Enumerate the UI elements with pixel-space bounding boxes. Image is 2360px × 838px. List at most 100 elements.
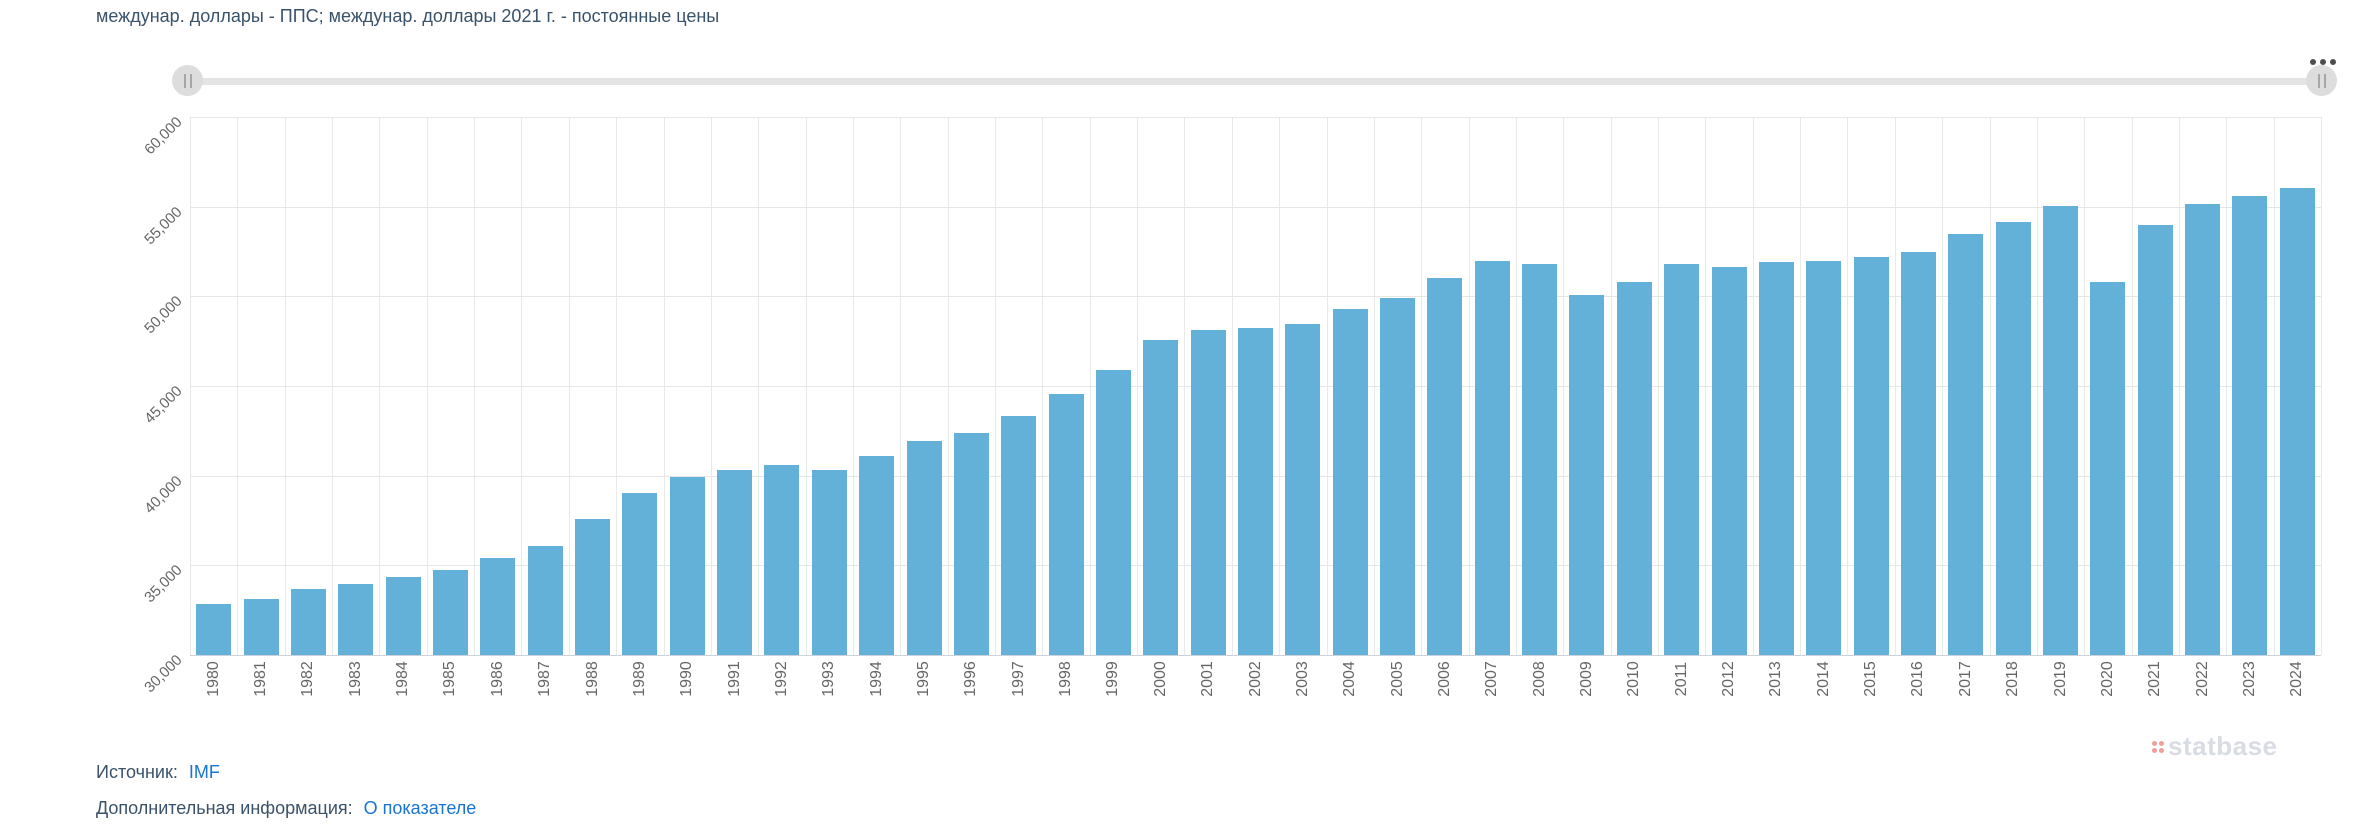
ellipsis-icon [2330,59,2336,65]
bar-2001[interactable] [1190,330,1226,655]
x-tick-label: 1986 [488,661,506,697]
bar-2005[interactable] [1380,298,1416,655]
bar-2020[interactable] [2090,281,2126,655]
ellipsis-icon [2310,59,2316,65]
x-tick-label: 2024 [2288,661,2306,697]
bar-1989[interactable] [622,492,658,655]
bar-2019[interactable] [2043,205,2079,655]
x-tick-label: 2009 [1577,661,1595,697]
bar-2006[interactable] [1427,278,1463,655]
x-tick-label: 1990 [678,661,696,697]
x-gridline [2321,117,2322,655]
x-tick-label: 1991 [725,661,743,697]
x-tick-label: 2014 [1814,661,1832,697]
bar-2003[interactable] [1285,324,1321,655]
bar-2000[interactable] [1143,340,1179,655]
bar-2012[interactable] [1711,266,1747,655]
bar-1994[interactable] [859,455,895,655]
x-tick-label: 1984 [394,661,412,697]
x-tick-label: 2020 [2098,661,2116,697]
watermark-text: statbase [2168,731,2278,761]
bar-2008[interactable] [1522,264,1558,655]
x-tick-label: 1981 [252,661,270,697]
bar-1985[interactable] [432,569,468,655]
x-tick-label: 1999 [1104,661,1122,697]
bar-1986[interactable] [480,558,516,655]
bar-2002[interactable] [1238,327,1273,655]
bar-2017[interactable] [1948,233,1984,655]
bar-1992[interactable] [764,464,800,655]
bar-1997[interactable] [1001,416,1037,655]
x-tick-label: 1985 [441,661,459,697]
bar-2021[interactable] [2137,224,2173,655]
drag-handle-icon [2323,73,2326,88]
x-tick-label: 1997 [1009,661,1027,697]
info-line: Дополнительная информация: О показателе [96,798,476,819]
y-tick-label: 35,000 [141,561,186,607]
bar-1988[interactable] [575,518,611,655]
range-slider-right-handle[interactable] [2306,65,2337,96]
x-tick-label: 1994 [867,661,885,697]
bar-2024[interactable] [2279,187,2315,655]
bar-1993[interactable] [811,470,847,655]
x-tick-label: 2017 [1956,661,1974,697]
bar-2022[interactable] [2185,203,2221,655]
bar-2011[interactable] [1664,264,1700,655]
bar-2013[interactable] [1758,262,1794,655]
bar-1995[interactable] [906,440,942,655]
x-tick-label: 1988 [583,661,601,697]
bar-1996[interactable] [953,432,989,655]
x-tick-label: 2012 [1720,661,1738,697]
drag-handle-icon [2317,73,2320,88]
bar-1984[interactable] [385,576,421,655]
range-slider-left-handle[interactable] [172,65,203,96]
bar-1980[interactable] [196,603,232,655]
drag-handle-icon [189,73,192,88]
x-tick-label: 2000 [1151,661,1169,697]
x-tick-label: 2015 [1862,661,1880,697]
context-menu-button[interactable] [2308,57,2338,67]
x-tick-label: 2019 [2051,661,2069,697]
bar-2014[interactable] [1806,261,1842,655]
x-tick-label: 2021 [2146,661,2164,697]
x-tick-label: 2002 [1246,661,1264,697]
bar-1999[interactable] [1095,369,1131,655]
x-tick-label: 2010 [1625,661,1643,697]
bar-1987[interactable] [527,545,563,655]
source-link[interactable]: IMF [188,762,220,782]
bar-1991[interactable] [717,470,753,655]
x-tick-label: 2007 [1483,661,1501,697]
y-gridline [190,206,2321,208]
bar-1981[interactable] [243,599,279,655]
bar-2009[interactable] [1569,294,1605,655]
x-tick-label: 2018 [2004,661,2022,697]
x-tick-label: 1989 [630,661,648,697]
x-tick-label: 1987 [536,661,554,697]
range-slider-track[interactable] [196,78,2312,85]
dots-grid-icon [2152,740,2164,753]
bar-2007[interactable] [1474,261,1510,655]
x-tick-label: 1996 [962,661,980,697]
bar-1983[interactable] [338,584,374,655]
x-tick-label: 1993 [820,661,838,697]
bar-2018[interactable] [1995,221,2031,655]
bar-1990[interactable] [669,476,705,655]
x-tick-label: 2016 [1909,661,1927,697]
statbase-watermark: statbase [2152,731,2278,762]
bar-1982[interactable] [290,588,326,655]
bar-2023[interactable] [2232,195,2268,655]
y-gridline [190,655,2321,656]
x-tick-label: 2004 [1341,661,1359,697]
bar-2004[interactable] [1332,308,1368,655]
bar-1998[interactable] [1048,394,1084,655]
x-tick-label: 1982 [299,661,317,697]
info-link[interactable]: О показателе [363,798,477,818]
x-tick-label: 1995 [915,661,932,697]
bar-2016[interactable] [1900,252,1936,655]
bar-2010[interactable] [1616,281,1652,655]
y-gridline [190,296,2321,298]
bar-2015[interactable] [1853,256,1889,655]
x-tick-label: 2006 [1435,661,1453,697]
